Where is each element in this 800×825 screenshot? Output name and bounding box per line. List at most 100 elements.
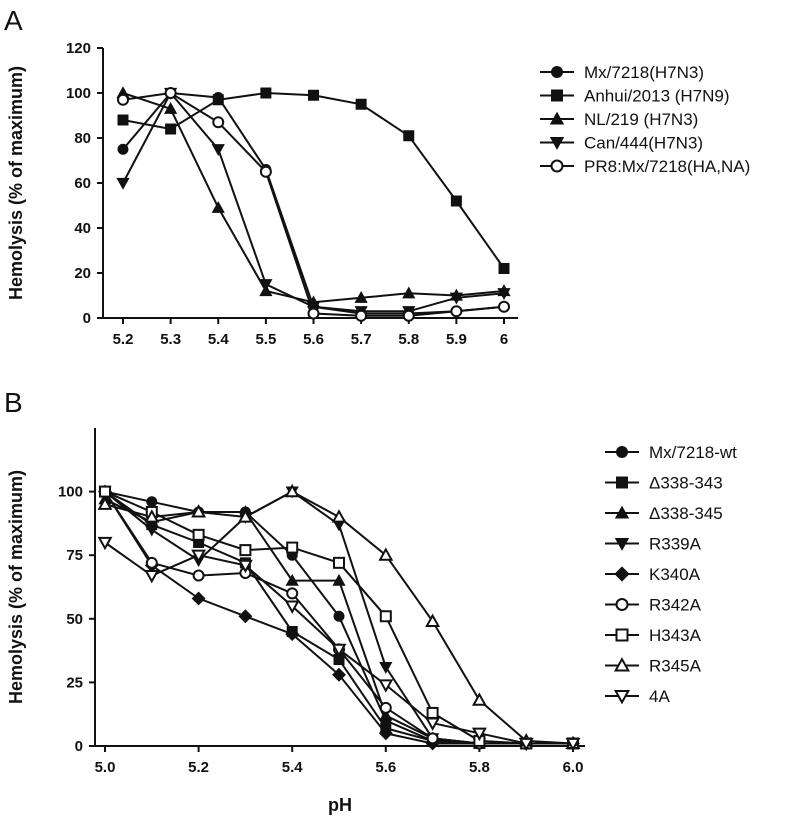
data-point	[498, 263, 510, 274]
data-point	[379, 662, 393, 674]
data-point	[260, 87, 272, 99]
legend-item: Anhui/2013 (H7N9)	[540, 87, 730, 106]
data-point	[354, 290, 368, 303]
data-point	[259, 279, 273, 292]
panel-a-series-line-anhui-2013-h7n9	[122, 91, 505, 270]
data-point	[146, 496, 158, 508]
data-point	[191, 591, 206, 606]
data-point	[471, 692, 487, 706]
legend-marker	[549, 136, 565, 150]
data-point	[212, 116, 225, 129]
panel-a-x-tick-label: 5.2	[113, 331, 134, 348]
data-point	[284, 483, 300, 498]
data-point	[425, 717, 441, 731]
data-point	[286, 541, 299, 554]
data-point	[211, 200, 225, 213]
legend-label: R342A	[649, 596, 702, 615]
legend-item: K340A	[605, 565, 701, 584]
data-point	[307, 307, 320, 320]
panel-a-series-line-nl-219-h7n3	[122, 92, 505, 304]
data-point	[450, 305, 463, 318]
data-point	[211, 144, 225, 157]
panel-b-series-points-4a	[97, 536, 581, 752]
data-point	[497, 288, 511, 301]
panel-a: A 0 20 40 60 80 100 120 5.2 5.3 5.4 5.5 5.6 5.7 5.8 5.9…	[4, 5, 750, 348]
legend-marker	[615, 598, 629, 611]
data-point	[331, 643, 347, 658]
data-point	[117, 143, 129, 155]
data-point	[355, 309, 368, 322]
panel-a-y-tick-label: 60	[74, 175, 91, 192]
data-point	[402, 286, 416, 299]
data-point	[379, 708, 393, 721]
legend-marker	[551, 89, 563, 102]
panel-b-x-tick-label: 5.8	[469, 759, 490, 776]
panel-a-legend: Mx/7218(H7N3) Anhui/2013 (H7N9) NL/219 (H7…	[540, 63, 750, 176]
data-point	[426, 706, 439, 719]
data-point	[116, 177, 130, 190]
panel-b-y-tick-label: 50	[66, 611, 83, 628]
data-point	[164, 101, 178, 114]
legend-marker	[613, 657, 631, 672]
data-point	[308, 89, 319, 101]
data-point	[285, 627, 300, 642]
panel-b-y-tick-label: 100	[58, 484, 83, 501]
panel-b-x-tick-label: 5.4	[282, 759, 304, 776]
data-point	[306, 301, 321, 314]
legend-marker	[616, 446, 628, 458]
legend-label: Δ338-345	[649, 504, 723, 523]
legend-item: R342A	[605, 596, 702, 615]
data-point	[99, 485, 111, 498]
legend-label: Δ338-343	[649, 474, 723, 493]
data-point	[518, 737, 534, 752]
data-point	[145, 524, 159, 537]
legend-item: Δ338-345	[605, 504, 723, 523]
data-point	[332, 667, 346, 682]
data-point	[259, 165, 272, 178]
data-point	[144, 569, 160, 584]
panel-a-y-axis-label: Hemolysis (% of maximum)	[6, 66, 26, 300]
data-point	[145, 556, 158, 569]
panel-a-series-line-mx-7218-h7n3	[122, 91, 505, 315]
legend-item: Mx/7218(H7N3)	[540, 63, 704, 82]
data-point	[237, 559, 253, 574]
data-point	[332, 573, 346, 586]
legend-item: 4A	[605, 687, 670, 706]
data-point	[331, 509, 347, 523]
panel-b-y-axis-label: Hemolysis (% of maximum)	[6, 470, 26, 704]
panel-a-x-tick-label: 5.6	[303, 331, 324, 348]
data-point	[498, 300, 510, 313]
legend-marker	[614, 537, 630, 551]
legend-marker	[551, 66, 563, 78]
legend-label: R339A	[649, 535, 702, 554]
legend-marker	[613, 689, 631, 705]
panel-b-x-tick-label: 6.0	[563, 759, 584, 776]
legend-item: PR8:Mx/7218(HA,NA)	[540, 157, 750, 176]
data-point	[565, 737, 581, 752]
data-point	[333, 610, 345, 622]
data-point	[450, 195, 462, 207]
panel-b-x-tick-label: 5.2	[188, 759, 209, 776]
panel-a-x-tick-label: 5.9	[446, 331, 467, 348]
legend-item: NL/219 (H7N3)	[540, 110, 698, 129]
legend-item: R345A	[605, 657, 702, 676]
legend-marker	[549, 111, 565, 125]
panel-a-x-tick-label: 6	[500, 331, 508, 348]
data-point	[192, 528, 205, 541]
data-point	[97, 496, 113, 510]
legend-item: Mx/7218-wt	[605, 443, 737, 462]
legend-label: Mx/7218(H7N3)	[584, 63, 704, 82]
panel-a-x-tick-label: 5.4	[208, 331, 230, 348]
data-point	[237, 509, 253, 523]
panel-a-y-tick-label: 40	[74, 220, 91, 237]
panel-b: B 0 25 50 75 100 5.0 5.2 5.4 5.6 5.8 6.0 Hemolysis (…	[4, 387, 737, 815]
panel-a-x-tick-label: 5.5	[255, 331, 276, 348]
panel-b-x-tick-label: 5.6	[375, 759, 396, 776]
panel-b-y-tick-label: 75	[66, 547, 83, 564]
panel-a-y-tick-label: 0	[83, 310, 91, 327]
panel-b-y-tick-label: 0	[75, 738, 83, 755]
data-point	[165, 123, 177, 135]
data-point	[285, 573, 299, 586]
data-point	[117, 114, 129, 126]
